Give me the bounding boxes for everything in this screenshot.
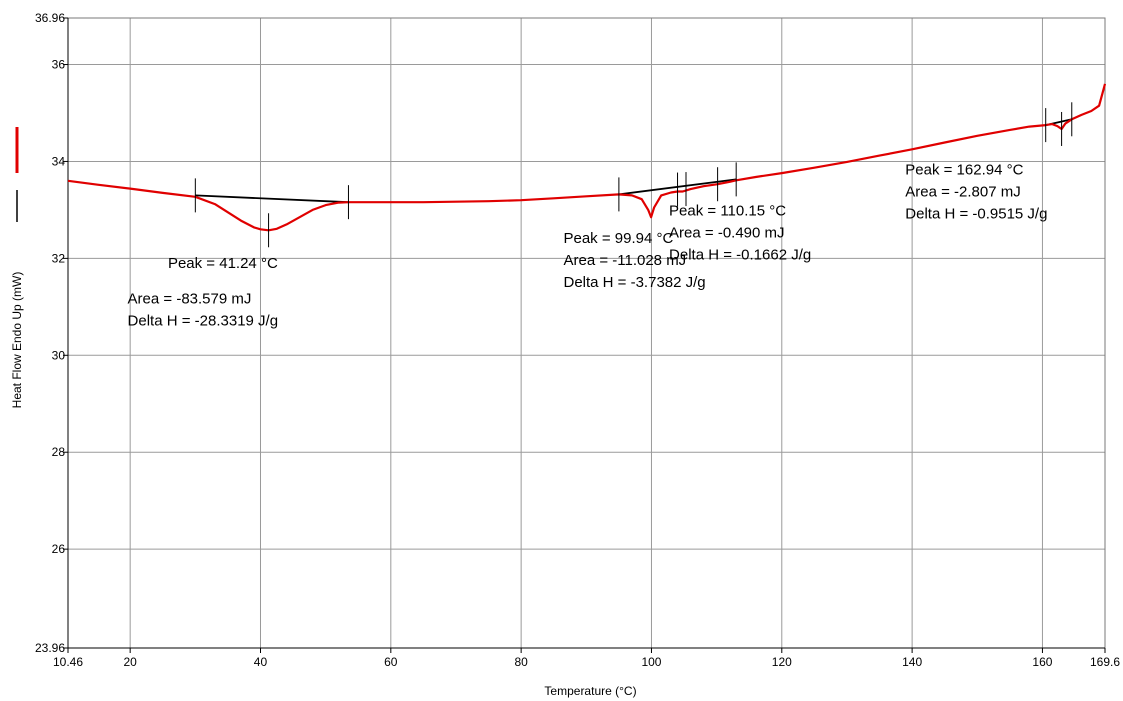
x-axis-title: Temperature (°C) (544, 684, 636, 698)
peak-annotation-text: Peak = 162.94 °C (905, 162, 1023, 179)
x-tick-label: 10.46 (53, 655, 83, 669)
x-tick-label: 160 (1032, 655, 1052, 669)
peak-annotation-text: Peak = 110.15 °C (669, 203, 786, 220)
y-tick-label: 36 (52, 58, 66, 72)
x-tick-label: 60 (384, 655, 398, 669)
x-tick-label: 100 (641, 655, 661, 669)
plot-frame (67, 17, 1106, 649)
peak-annotation-text: Peak = 41.24 °C (168, 255, 278, 272)
peak-annotation-text: Area = -0.490 mJ (669, 225, 784, 242)
peak-annotation-text: Delta H = -0.1662 J/g (669, 247, 811, 264)
peak-annotation-text: Delta H = -0.9515 J/g (905, 206, 1047, 223)
peak-annotation-text: Area = -2.807 mJ (905, 184, 1020, 201)
x-tick-label: 80 (514, 655, 528, 669)
y-tick-label: 32 (52, 251, 66, 265)
peak-annotation-text: Delta H = -3.7382 J/g (563, 274, 705, 291)
peak-annotation-text: Peak = 99.94 °C (563, 230, 673, 247)
x-tick-label: 140 (902, 655, 922, 669)
x-tick-label: 169.6 (1090, 655, 1120, 669)
y-tick-label: 34 (52, 154, 66, 168)
x-tick-label: 120 (772, 655, 792, 669)
y-tick-label: 36.96 (35, 11, 65, 25)
y-tick-label: 23.96 (35, 641, 65, 655)
peak-annotation-text: Area = -11.028 mJ (563, 252, 686, 269)
peak-annotation-text: Area = -83.579 mJ (128, 290, 252, 307)
y-axis-title: Heat Flow Endo Up (mW) (10, 272, 24, 409)
y-tick-label: 30 (52, 348, 66, 362)
baseline-line (195, 194, 349, 204)
y-tick-label: 26 (52, 542, 66, 556)
x-tick-label: 20 (123, 655, 137, 669)
y-tick-label: 28 (52, 445, 66, 459)
x-tick-label: 40 (254, 655, 268, 669)
peak-annotation-text: Delta H = -28.3319 J/g (128, 312, 279, 329)
